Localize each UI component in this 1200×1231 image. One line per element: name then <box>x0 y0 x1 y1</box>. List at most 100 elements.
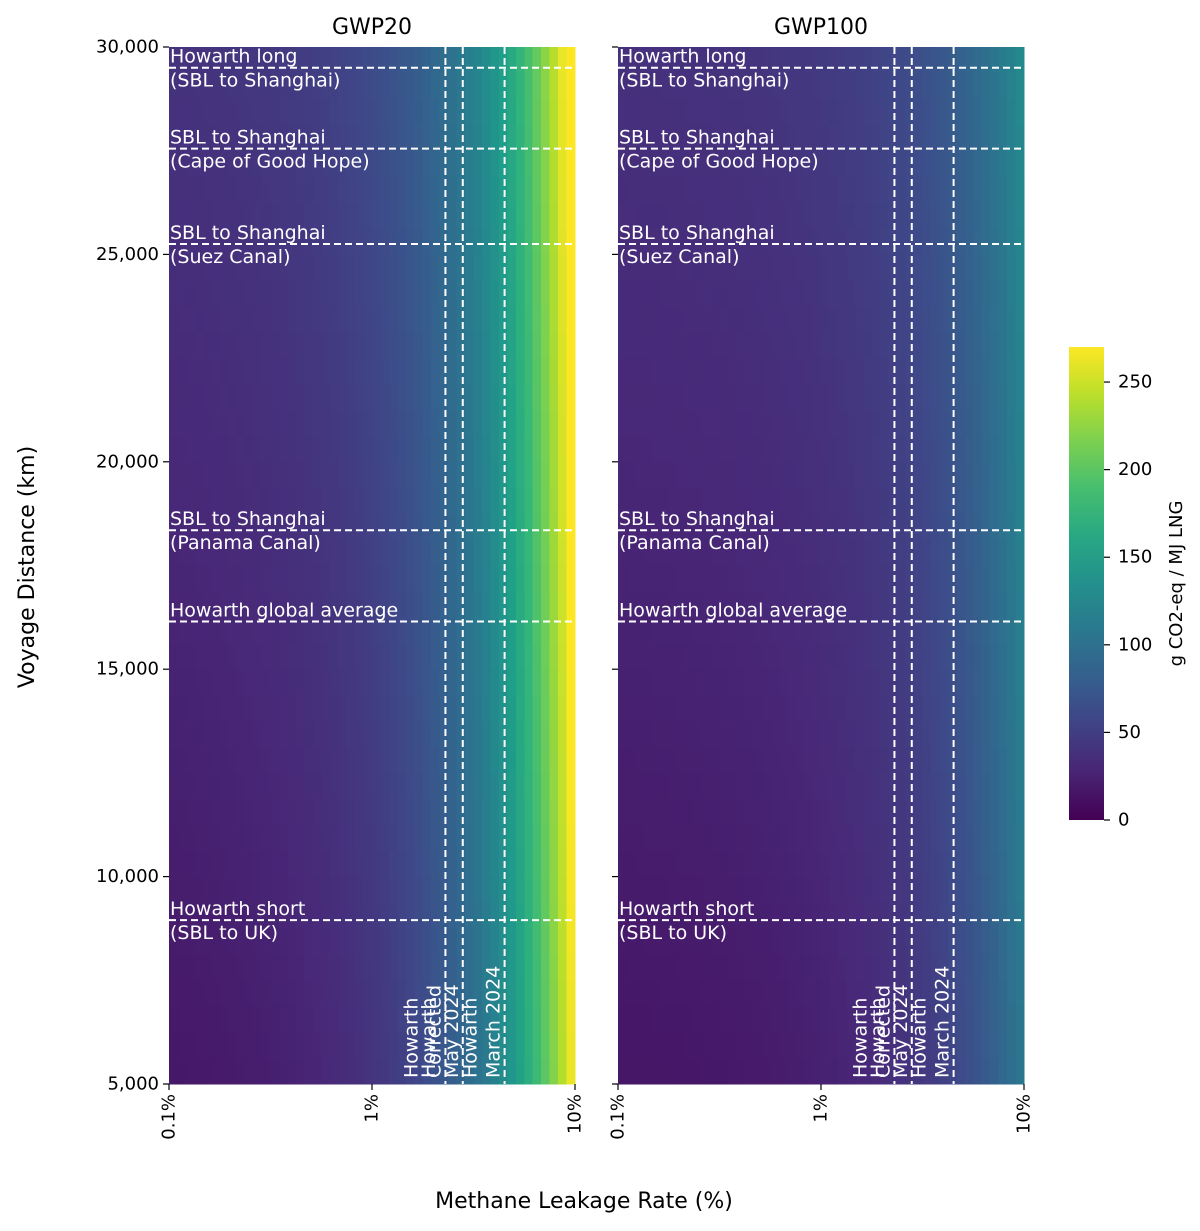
heatmap-cell <box>194 358 204 385</box>
heatmap-cell <box>363 824 373 852</box>
heatmap-cell <box>685 358 695 385</box>
heatmap-cell <box>922 824 932 852</box>
heatmap-cell <box>753 202 763 230</box>
heatmap-cell <box>321 435 331 463</box>
heatmap-cell <box>405 358 415 385</box>
heatmap-cell <box>473 643 483 670</box>
heatmap-cell <box>473 746 483 774</box>
heatmap-cell <box>202 384 212 411</box>
heatmap-cell <box>821 228 831 255</box>
heatmap-cell <box>880 435 890 463</box>
heatmap-cell <box>812 202 822 230</box>
heatmap-cell <box>253 435 263 463</box>
heatmap-cell <box>837 124 847 152</box>
heatmap-cell <box>761 902 771 930</box>
heatmap-cell <box>770 928 780 955</box>
heatmap-cell <box>278 980 289 1007</box>
heatmap-cell <box>668 850 678 878</box>
heatmap-cell <box>956 202 966 230</box>
heatmap-cell <box>329 202 339 230</box>
heatmap-cell <box>618 850 628 878</box>
heatmap-cell <box>736 461 746 489</box>
heatmap-cell <box>668 772 678 800</box>
heatmap-cell <box>346 1058 356 1085</box>
label-line-1: Howarth <box>400 998 422 1078</box>
heatmap-cell <box>854 539 864 567</box>
heatmap-cell <box>711 1006 721 1033</box>
heatmap-cell <box>312 409 322 437</box>
heatmap-cell <box>507 746 517 774</box>
heatmap-cell <box>947 358 957 385</box>
heatmap-cell <box>711 254 721 281</box>
heatmap-cell <box>685 954 695 981</box>
heatmap-cell <box>761 461 771 489</box>
heatmap-cell <box>405 124 415 152</box>
heatmap-cell <box>304 565 314 593</box>
heatmap-cell <box>372 150 382 178</box>
heatmap-cell <box>871 1006 881 1033</box>
heatmap-cell <box>481 798 492 826</box>
heatmap-cell <box>211 772 221 800</box>
heatmap-cell <box>566 798 576 826</box>
heatmap-cell <box>812 980 822 1007</box>
heatmap-cell <box>397 358 407 385</box>
heatmap-cell <box>804 306 814 333</box>
heatmap-cell <box>651 617 661 644</box>
heatmap-cell <box>795 928 805 955</box>
heatmap-cell <box>321 591 331 618</box>
heatmap-cell <box>295 850 305 878</box>
heatmap-cell <box>194 850 204 878</box>
heatmap-cell <box>744 98 754 126</box>
heatmap-cell <box>829 384 839 411</box>
heatmap-cell <box>194 1032 204 1059</box>
heatmap-cell <box>236 928 246 955</box>
heatmap-cell <box>871 384 881 411</box>
heatmap-cell <box>465 772 475 800</box>
heatmap-cell <box>380 617 390 644</box>
heatmap-cell <box>253 928 263 955</box>
heatmap-cell <box>897 850 907 878</box>
heatmap-cell <box>228 47 238 74</box>
heatmap-cell <box>321 72 331 100</box>
heatmap-cell <box>719 980 729 1007</box>
heatmap-cell <box>990 358 1000 385</box>
heatmap-cell <box>778 332 788 359</box>
heatmap-cell <box>414 435 424 463</box>
heatmap-cell <box>372 591 382 618</box>
heatmap-cell <box>169 1058 179 1085</box>
heatmap-cell <box>761 47 771 74</box>
heatmap-cell <box>177 461 187 489</box>
heatmap-cell <box>660 409 670 437</box>
heatmap-cell <box>363 695 373 722</box>
heatmap-cell <box>321 332 331 359</box>
heatmap-cell <box>812 254 822 281</box>
heatmap-cell <box>169 384 179 411</box>
heatmap-cell <box>414 721 424 748</box>
heatmap-cell <box>524 513 534 541</box>
heatmap-cell <box>431 954 441 981</box>
heatmap-cell <box>346 980 356 1007</box>
heatmap-cell <box>964 176 974 204</box>
heatmap-cell <box>312 461 322 489</box>
heatmap-cell <box>532 1032 542 1059</box>
heatmap-cell <box>812 1058 822 1085</box>
heatmap-cell <box>981 928 991 955</box>
heatmap-cell <box>821 47 831 74</box>
heatmap-cell <box>304 332 314 359</box>
heatmap-cell <box>702 150 712 178</box>
heatmap-cell <box>329 228 339 255</box>
heatmap-cell <box>380 850 390 878</box>
heatmap-cell <box>312 746 322 774</box>
heatmap-cell <box>270 513 280 541</box>
heatmap-cell <box>245 798 255 826</box>
heatmap-cell <box>711 202 721 230</box>
heatmap-cell <box>761 928 771 955</box>
heatmap-cell <box>694 876 704 904</box>
heatmap-cell <box>947 47 957 74</box>
heatmap-cell <box>507 487 517 515</box>
heatmap-cell <box>422 954 432 981</box>
heatmap-cell <box>507 954 517 981</box>
label-line-1: Howarth <box>909 998 931 1078</box>
heatmap-cell <box>405 746 415 774</box>
heatmap-cell <box>312 876 322 904</box>
